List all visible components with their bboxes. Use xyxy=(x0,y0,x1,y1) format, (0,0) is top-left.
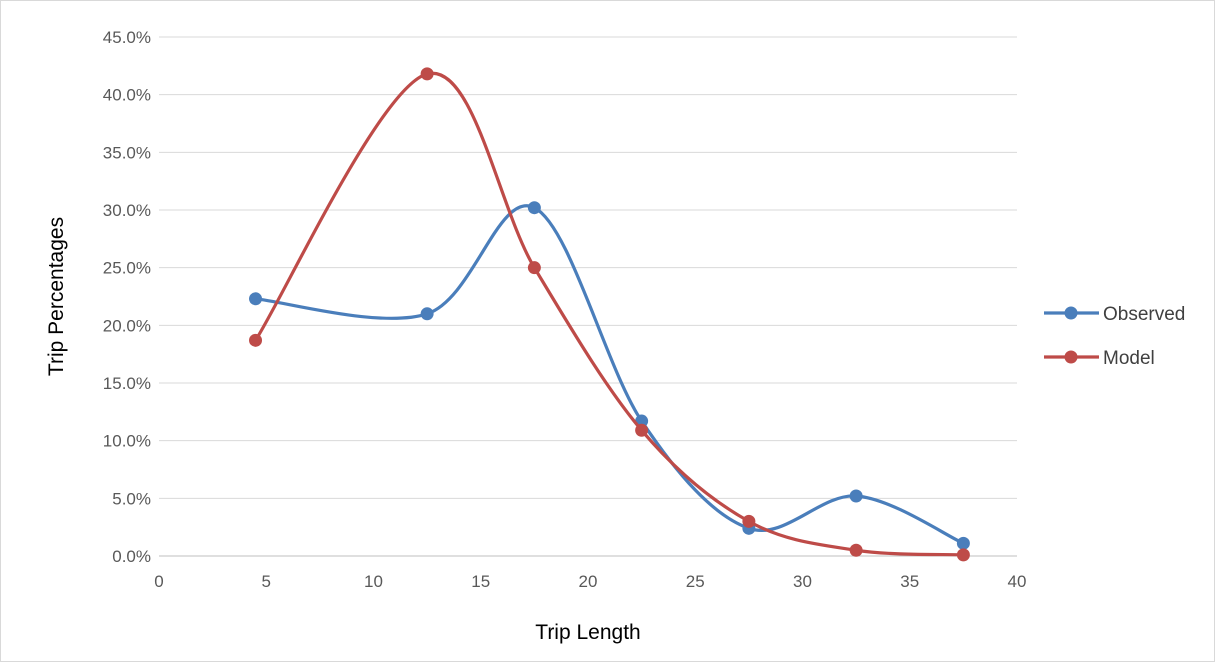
x-tick-label: 10 xyxy=(364,572,383,591)
y-axis-ticks: 0.0% 5.0% 10.0% 15.0% 20.0% 25.0% 30.0% 35.0% 40… xyxy=(103,28,151,566)
x-tick-label: 40 xyxy=(1008,572,1027,591)
gridlines xyxy=(159,36,1017,557)
legend-swatch-marker xyxy=(1064,306,1078,320)
x-tick-label: 5 xyxy=(262,572,271,591)
legend-item-observed: Observed xyxy=(1044,304,1185,325)
data-point xyxy=(249,292,263,306)
data-point xyxy=(420,307,434,321)
legend: Observed Model xyxy=(1044,304,1185,369)
data-point xyxy=(249,333,263,347)
data-point xyxy=(956,536,970,550)
x-tick-label: 30 xyxy=(793,572,812,591)
legend-label: Model xyxy=(1103,348,1155,369)
legend-label: Observed xyxy=(1103,304,1185,325)
series-model xyxy=(249,67,970,562)
series-line xyxy=(253,71,965,557)
x-tick-label: 0 xyxy=(154,572,163,591)
y-tick-label: 45.0% xyxy=(103,28,151,47)
x-tick-label: 25 xyxy=(686,572,705,591)
data-point xyxy=(956,548,970,562)
x-axis-ticks: 0 5 10 15 20 25 30 35 40 xyxy=(154,572,1026,591)
y-tick-label: 0.0% xyxy=(112,547,151,566)
y-axis-title: Trip Percentages xyxy=(45,217,68,376)
data-point xyxy=(527,201,541,215)
data-point xyxy=(635,423,649,437)
x-tick-label: 15 xyxy=(471,572,490,591)
y-tick-label: 40.0% xyxy=(103,86,151,105)
data-point xyxy=(527,261,541,275)
y-tick-label: 35.0% xyxy=(103,143,151,162)
legend-swatch-marker xyxy=(1064,350,1078,364)
series-lines xyxy=(249,67,970,562)
y-tick-label: 10.0% xyxy=(103,432,151,451)
x-tick-label: 35 xyxy=(900,572,919,591)
y-tick-label: 15.0% xyxy=(103,374,151,393)
y-tick-label: 5.0% xyxy=(112,489,151,508)
x-tick-label: 20 xyxy=(579,572,598,591)
data-point xyxy=(742,514,756,528)
series-observed xyxy=(249,201,970,550)
y-tick-label: 20.0% xyxy=(103,316,151,335)
legend-item-model: Model xyxy=(1044,348,1155,369)
data-point xyxy=(420,67,434,81)
data-point xyxy=(849,543,863,557)
y-tick-label: 30.0% xyxy=(103,201,151,220)
y-tick-label: 25.0% xyxy=(103,259,151,278)
x-axis-title: Trip Length xyxy=(535,621,640,644)
data-point xyxy=(849,489,863,503)
